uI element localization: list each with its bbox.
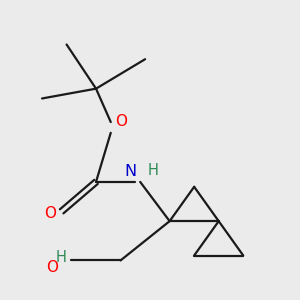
Text: H: H xyxy=(148,163,158,178)
Text: O: O xyxy=(44,206,56,221)
Text: O: O xyxy=(115,114,127,129)
Text: N: N xyxy=(124,164,136,179)
Text: O: O xyxy=(46,260,58,275)
Text: H: H xyxy=(56,250,67,266)
